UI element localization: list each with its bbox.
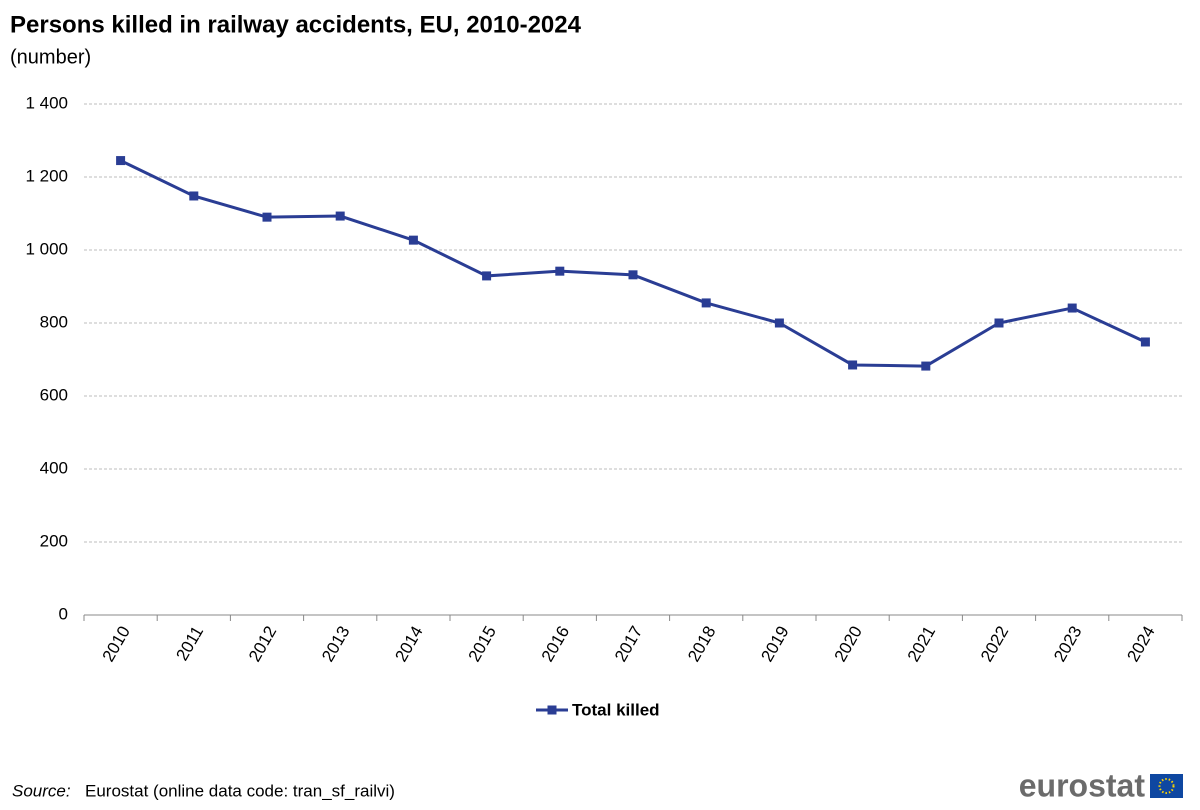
x-tick-label: 2010 — [99, 623, 134, 665]
x-tick-label: 2013 — [318, 623, 353, 665]
legend-label: Total killed — [572, 700, 660, 719]
data-marker — [408, 235, 418, 245]
x-tick-label: 2015 — [465, 623, 500, 665]
data-marker — [628, 270, 638, 280]
x-tick-label: 2014 — [391, 623, 426, 665]
x-tick-label: 2019 — [757, 623, 792, 665]
chart-title: Persons killed in railway accidents, EU,… — [10, 11, 582, 38]
data-marker — [482, 271, 492, 281]
y-tick-label: 0 — [59, 604, 68, 623]
data-line — [119, 159, 1147, 368]
data-marker — [921, 361, 931, 371]
source-text: Eurostat (online data code: tran_sf_rail… — [85, 781, 395, 800]
x-tick-label: 2021 — [904, 623, 939, 665]
y-tick-label: 800 — [40, 312, 68, 331]
data-marker — [555, 266, 565, 276]
y-tick-label: 1 000 — [25, 239, 68, 258]
data-marker — [116, 156, 126, 166]
x-tick-label: 2011 — [172, 623, 207, 664]
data-marker — [1067, 303, 1077, 313]
source-label: Source: — [12, 781, 71, 800]
data-marker — [994, 318, 1004, 328]
data-marker — [189, 191, 199, 201]
chart-subtitle: (number) — [10, 46, 91, 68]
x-tick-label: 2018 — [684, 623, 719, 665]
logo-text: eurostat — [1019, 767, 1146, 803]
x-tick-label: 2016 — [538, 623, 573, 665]
y-tick-label: 600 — [40, 385, 68, 404]
y-tick-label: 400 — [40, 458, 68, 477]
y-tick-label: 1 400 — [25, 93, 68, 112]
x-tick-label: 2020 — [831, 623, 866, 665]
x-tick-label: 2022 — [977, 623, 1012, 665]
data-marker — [262, 212, 272, 222]
data-marker — [701, 298, 711, 308]
y-tick-label: 200 — [40, 531, 68, 550]
x-tick-label: 2017 — [611, 623, 646, 665]
x-tick-label: 2012 — [245, 623, 280, 665]
legend-marker — [547, 705, 557, 715]
eu-stars — [1158, 778, 1175, 794]
data-marker — [848, 360, 858, 370]
data-marker — [1140, 337, 1150, 347]
y-tick-label: 1 200 — [25, 166, 68, 185]
x-tick-label: 2023 — [1050, 623, 1085, 665]
data-marker — [774, 318, 784, 328]
x-tick-label: 2024 — [1123, 623, 1158, 665]
eu-flag — [1150, 774, 1183, 798]
data-marker — [335, 211, 345, 221]
